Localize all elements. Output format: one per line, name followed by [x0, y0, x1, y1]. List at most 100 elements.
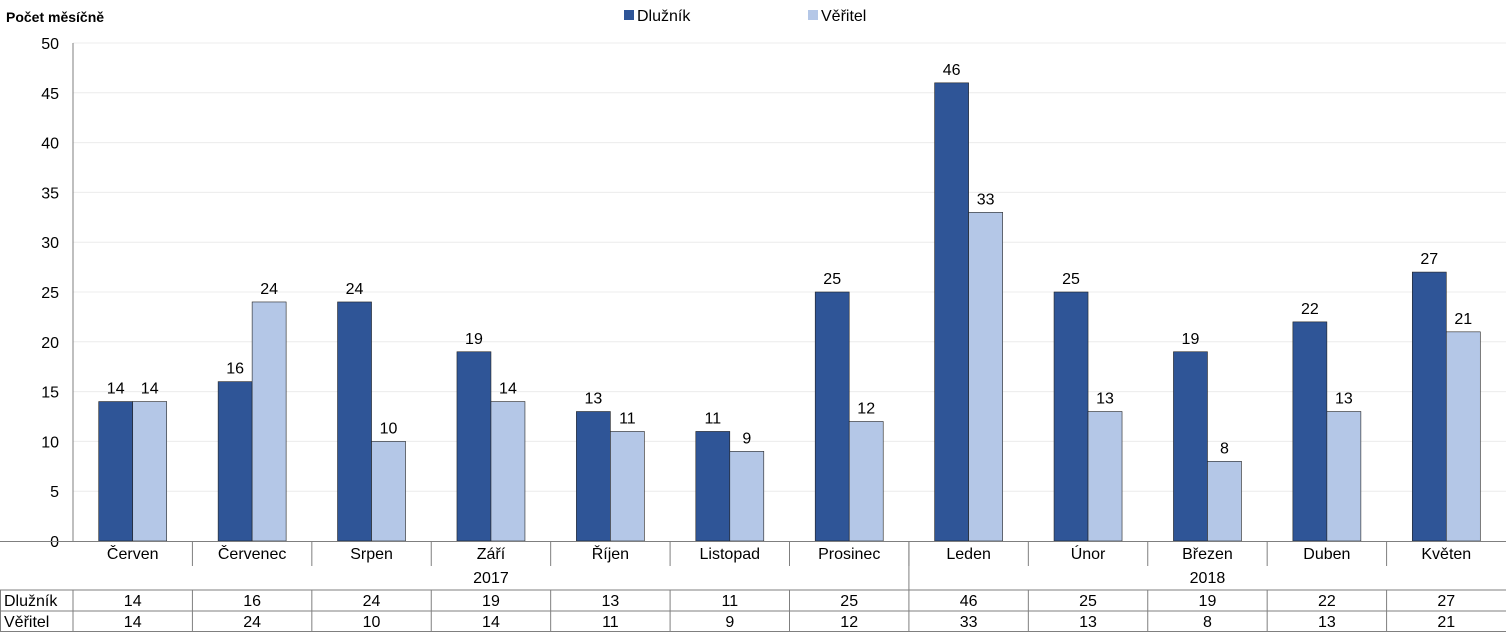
bar-dluznik	[576, 411, 611, 542]
bar-veritel	[1445, 331, 1481, 542]
table-cell: 14	[482, 614, 500, 631]
bar-veritel	[729, 451, 765, 542]
data-label: 13	[1096, 391, 1114, 408]
gridlines	[73, 42, 1506, 492]
y-tick-label: 5	[50, 484, 59, 501]
table-cell: 24	[243, 614, 261, 631]
table-cell: 25	[1079, 593, 1097, 610]
table-cell: 14	[124, 614, 142, 631]
bar-dluznik	[337, 301, 372, 542]
bar-veritel	[1087, 411, 1123, 542]
x-tick-label: Červen	[107, 544, 159, 563]
table-cell: 46	[960, 593, 978, 610]
x-tick-label: Únor	[1071, 544, 1106, 563]
y-tick-label: 15	[41, 385, 59, 402]
table-cell: 24	[363, 593, 381, 610]
data-label: 11	[704, 410, 721, 427]
bar-veritel	[132, 401, 168, 542]
data-label: 10	[380, 420, 398, 437]
bar-dluznik	[934, 82, 969, 542]
data-label: 11	[619, 410, 636, 427]
y-axis-title: Počet měsíčně	[6, 9, 104, 25]
data-table: Dlužník 14 16 24 19 13 11 25 46 25 19 22 27 Věřitel 14…	[0, 589, 1506, 632]
bar-veritel	[848, 421, 884, 542]
legend-label: Věřitel	[821, 8, 866, 25]
bar-veritel	[610, 431, 645, 542]
data-label: 24	[260, 281, 278, 298]
data-label: 46	[943, 62, 961, 79]
bar-veritel	[1207, 461, 1242, 542]
table-cell: 22	[1318, 593, 1336, 610]
bar-veritel	[371, 441, 406, 542]
legend: Dlužník Věřitel	[624, 8, 866, 25]
y-tick-label: 40	[41, 136, 59, 153]
table-cell: 12	[840, 614, 858, 631]
data-label: 13	[584, 391, 602, 408]
x-tick-label: Květen	[1421, 546, 1471, 563]
y-tick-label: 30	[41, 235, 59, 252]
table-cell: 19	[1199, 593, 1217, 610]
data-label: 16	[226, 361, 244, 378]
y-tick-label: 20	[41, 335, 59, 352]
data-label: 22	[1301, 301, 1319, 318]
axes: 0 5 10 15 20 25 30 35 40 45 50 Červen Červenec Srpen Z…	[0, 36, 1506, 590]
table-row-label: Věřitel	[4, 614, 49, 631]
y-tick-label: 45	[41, 86, 59, 103]
y-tick-label: 25	[41, 285, 59, 302]
data-label: 24	[346, 281, 364, 298]
x-tick-label: Březen	[1182, 546, 1233, 563]
bar-dluznik	[814, 291, 850, 542]
data-label: 12	[857, 400, 875, 417]
legend-label: Dlužník	[637, 8, 691, 25]
bar-veritel	[490, 401, 526, 542]
data-label: 27	[1420, 251, 1438, 268]
data-label: 13	[1335, 391, 1353, 408]
x-tick-label: Červenec	[218, 544, 286, 563]
table-cell: 11	[602, 614, 619, 631]
bar-dluznik	[217, 381, 253, 542]
bars	[98, 82, 1481, 542]
x-tick-label: Listopad	[700, 546, 761, 563]
x-tick-label: Srpen	[350, 546, 393, 563]
bar-dluznik	[456, 351, 492, 542]
data-labels: 14 14 16 24 24 10 19 14 13 11 11 9 25 12 46 33 25 13 19 8 22…	[107, 62, 1472, 457]
table-cell: 8	[1203, 614, 1212, 631]
x-tick-label: Září	[477, 546, 506, 563]
table-cell: 33	[960, 614, 978, 631]
table-cell: 13	[1079, 614, 1097, 631]
bar-veritel	[251, 301, 287, 542]
table-row-label: Dlužník	[4, 593, 58, 610]
table-cell: 25	[840, 593, 858, 610]
legend-swatch	[624, 10, 634, 20]
table-cell: 19	[482, 593, 500, 610]
x-tick-label: Prosinec	[818, 546, 880, 563]
legend-swatch	[808, 10, 818, 20]
bar-veritel	[968, 212, 1003, 542]
y-tick-label: 10	[41, 434, 59, 451]
y-tick-label: 35	[41, 185, 59, 202]
x-tick-label: Říjen	[592, 544, 629, 563]
table-cell: 11	[721, 593, 738, 610]
bar-dluznik	[695, 431, 731, 542]
data-label: 21	[1454, 311, 1472, 328]
bar-dluznik	[98, 401, 134, 542]
bar-dluznik	[1411, 271, 1447, 542]
table-cell: 9	[725, 614, 734, 631]
table-cell: 27	[1437, 593, 1455, 610]
data-label: 19	[465, 331, 483, 348]
table-cell: 10	[363, 614, 381, 631]
table-cell: 13	[601, 593, 619, 610]
bar-dluznik	[1053, 291, 1089, 542]
bar-veritel	[1326, 411, 1362, 542]
data-label: 9	[742, 430, 751, 447]
data-label: 8	[1220, 440, 1229, 457]
data-label: 25	[1062, 271, 1080, 288]
year-label: 2017	[473, 570, 509, 587]
data-label: 14	[141, 381, 159, 398]
bar-dluznik	[1173, 351, 1208, 542]
table-cell: 16	[243, 593, 261, 610]
year-label: 2018	[1190, 570, 1226, 587]
x-tick-label: Leden	[946, 546, 991, 563]
